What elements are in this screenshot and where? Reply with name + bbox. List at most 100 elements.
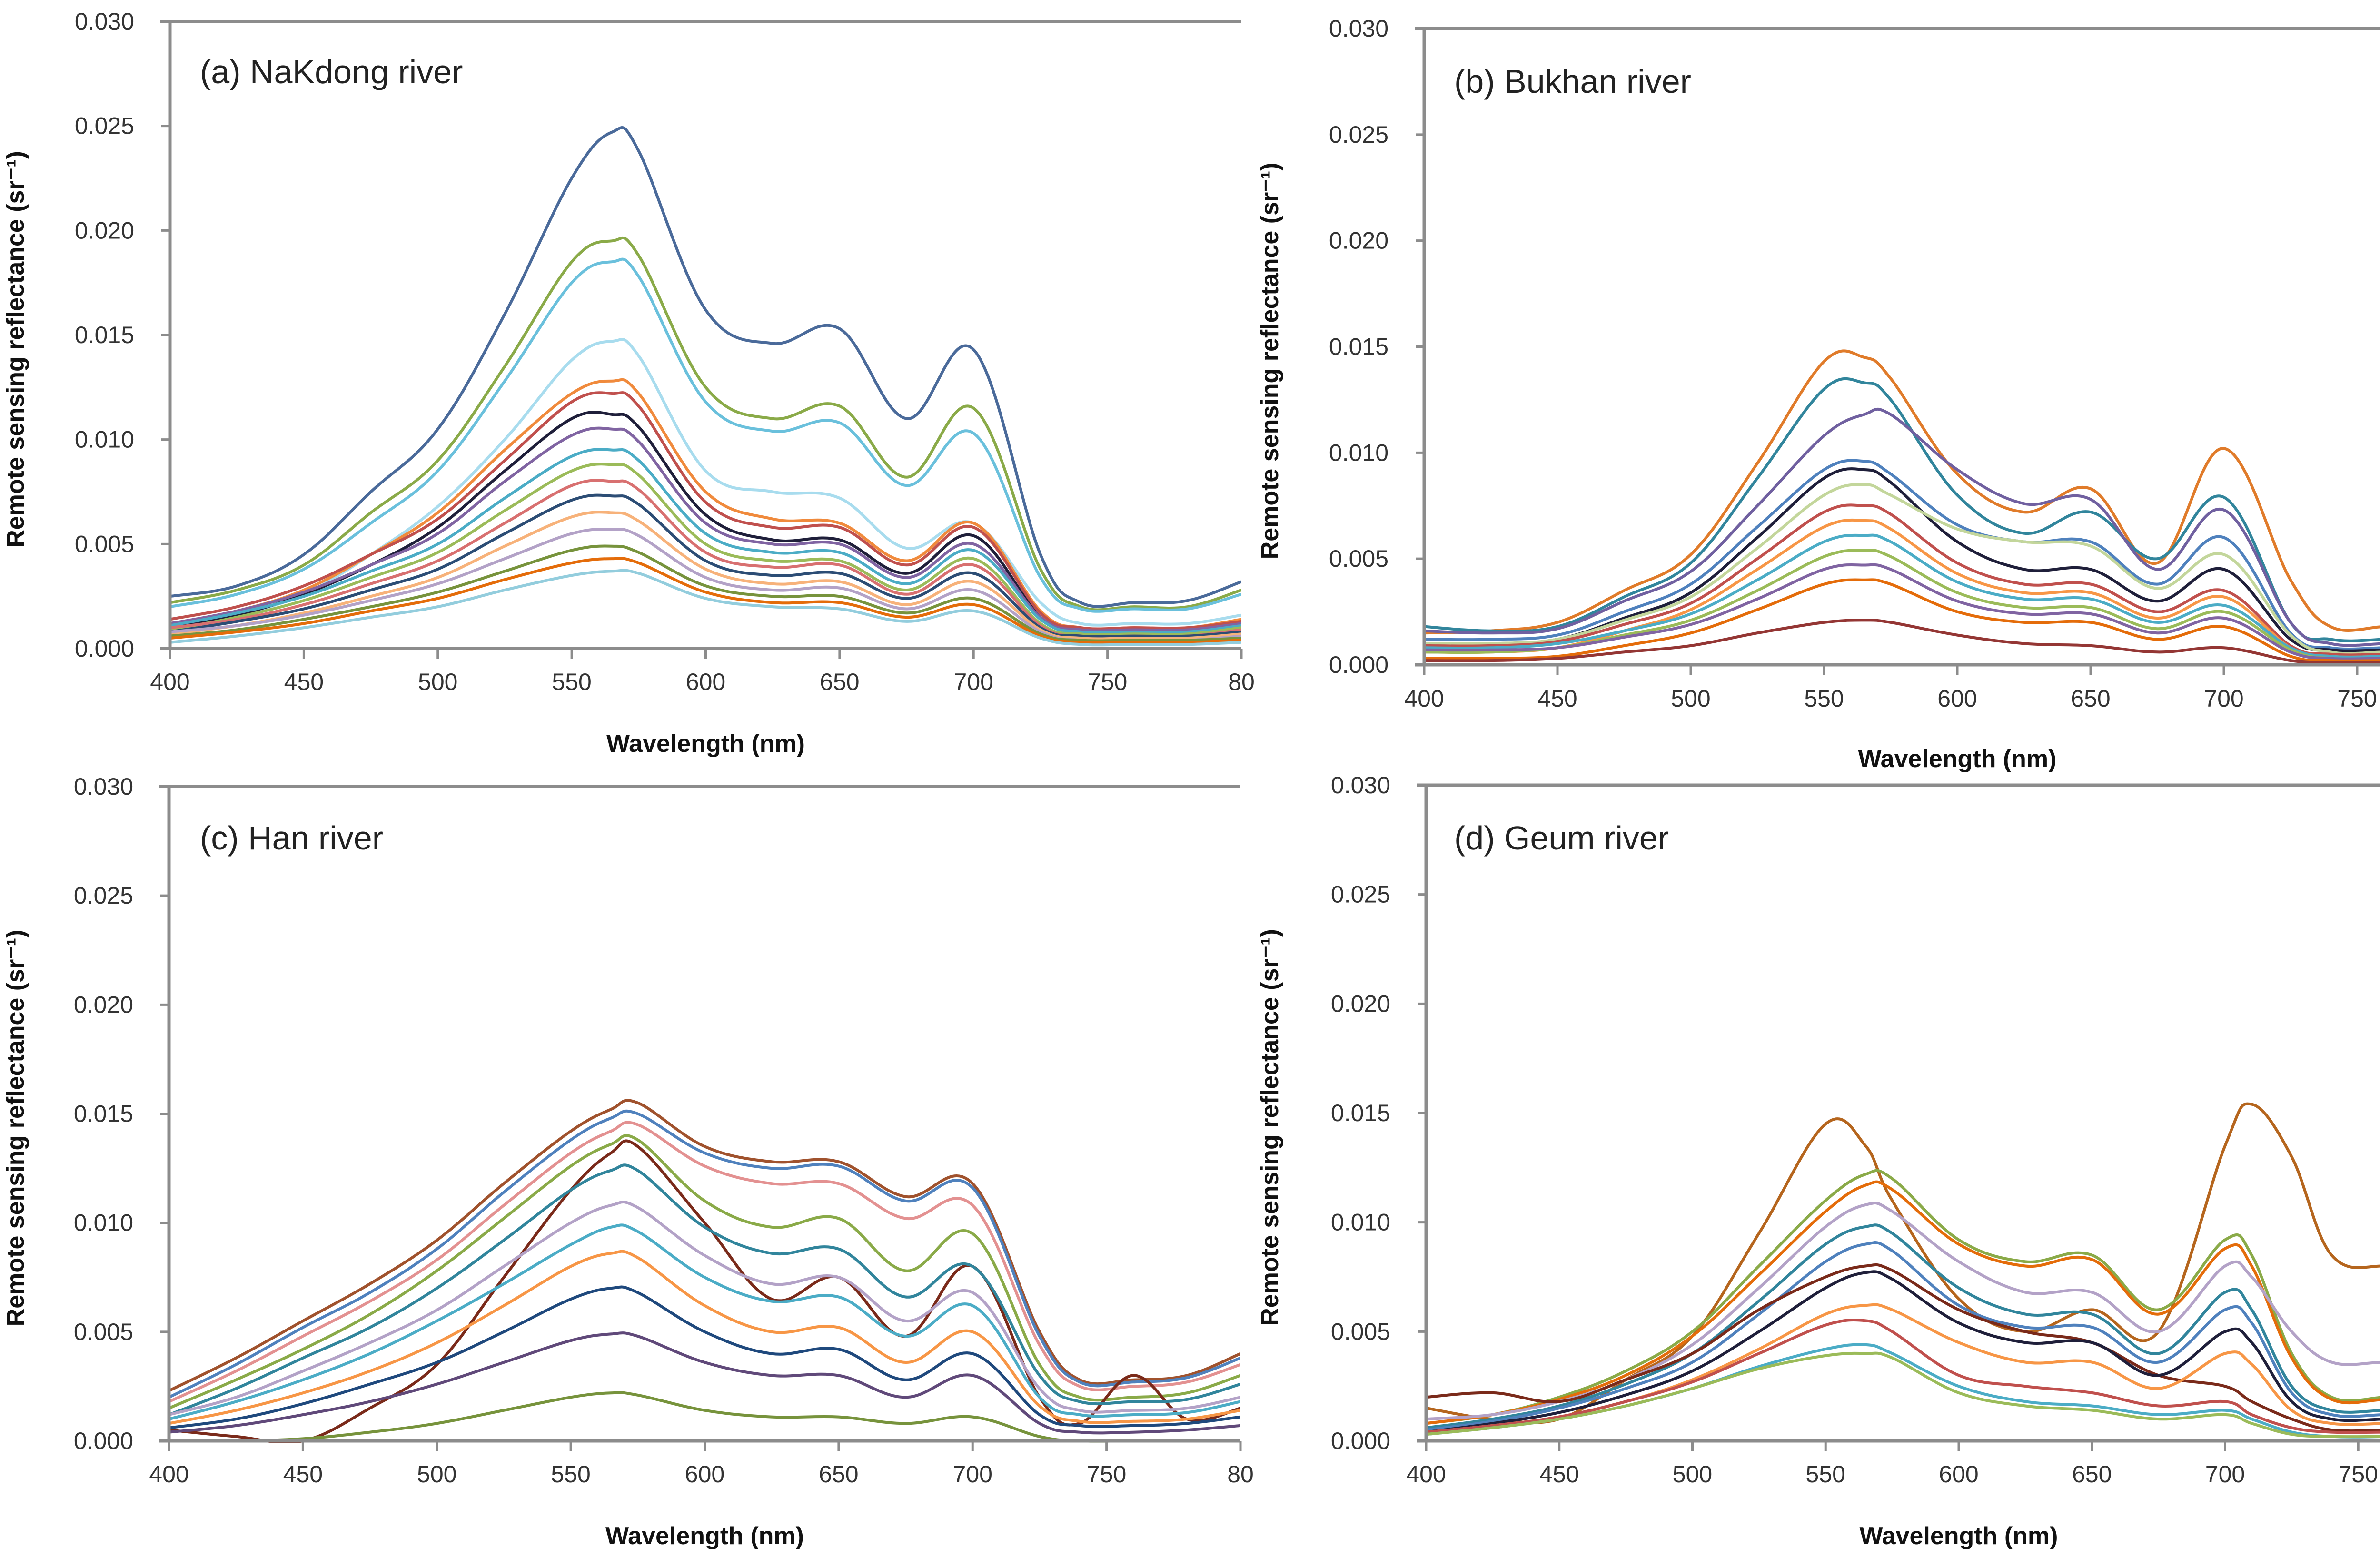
y-tick-label: 0.005 [1329, 545, 1388, 572]
x-tick-label: 450 [1539, 1461, 1579, 1488]
y-axis-title: Remote sensing reflectance (sr⁻¹) [1256, 163, 1284, 560]
y-tick-label: 0.005 [74, 1319, 133, 1345]
series-line [1424, 563, 2380, 660]
y-tick-label: 0.020 [74, 991, 133, 1018]
y-tick-label: 0.005 [1331, 1318, 1390, 1345]
y-tick-label: 0.015 [74, 1101, 133, 1127]
y-tick-label: 0.020 [1329, 227, 1388, 254]
series-line [169, 1121, 1240, 1403]
y-tick-label: 0.010 [75, 426, 134, 453]
y-tick-label: 0.005 [75, 531, 134, 557]
x-tick-label: 500 [418, 669, 457, 695]
y-tick-label: 0.030 [1331, 772, 1390, 798]
series-group [169, 1099, 1240, 1443]
series-line [170, 557, 1241, 644]
x-tick-label: 600 [686, 669, 725, 695]
series-line [169, 1109, 1240, 1399]
panel-d: 0.000 0.005 0.010 0.015 0.020 0.025 0.030 400 45… [1256, 772, 2380, 1550]
y-tick-label: 0.015 [75, 322, 134, 348]
series-line [1424, 483, 2380, 655]
y-tick-label: 0.000 [74, 1428, 133, 1454]
series-line [170, 569, 1241, 647]
series-line [170, 448, 1241, 634]
x-tick-label: 500 [1671, 685, 1710, 712]
series-line [1424, 578, 2380, 662]
series-line [169, 1250, 1240, 1425]
y-tick-label: 0.030 [1329, 15, 1388, 42]
x-tick-label: 750 [2337, 685, 2377, 712]
x-tick-label: 550 [551, 1461, 590, 1488]
series-line [169, 1200, 1240, 1416]
y-axis-title: Remote sensing reflectance (sr⁻¹) [2, 930, 30, 1327]
x-tick-label: 80 [1228, 669, 1255, 695]
y-tick-label: 0.025 [74, 882, 133, 909]
panel-title: (a) NaKdong river [200, 53, 463, 90]
x-axis-title: Wavelength (nm) [605, 1522, 804, 1550]
y-tick-label: 0.000 [75, 635, 134, 662]
series-group [1426, 1102, 2380, 1439]
panel-c: 0.000 0.005 0.010 0.015 0.020 0.025 0.030 400 45… [2, 773, 1254, 1550]
x-tick-label: 550 [552, 669, 591, 695]
x-axis-title: Wavelength (nm) [1858, 745, 2057, 773]
series-line [169, 1223, 1240, 1421]
series-line [1424, 349, 2380, 635]
y-tick-label: 0.025 [1329, 121, 1388, 148]
series-line [170, 257, 1241, 613]
x-tick-label: 400 [149, 1461, 188, 1488]
x-tick-label: 650 [820, 669, 859, 695]
x-tick-label: 550 [1806, 1461, 1845, 1488]
x-tick-label: 750 [1088, 669, 1127, 695]
y-tick-label: 0.020 [1331, 990, 1390, 1017]
y-axis-title: Remote sensing reflectance (sr⁻¹) [2, 151, 30, 548]
series-line [1426, 1223, 2380, 1429]
x-tick-label: 700 [953, 1461, 992, 1488]
x-tick-label: 450 [1537, 685, 1577, 712]
x-tick-label: 750 [1087, 1461, 1126, 1488]
panel-a: 0.000 0.005 0.010 0.015 0.020 0.025 0.030 400 45… [2, 8, 1255, 758]
y-tick-label: 0.015 [1329, 334, 1388, 360]
y-tick-label: 0.010 [1329, 439, 1388, 466]
panel-title: (c) Han river [200, 819, 383, 857]
series-line [1424, 503, 2380, 657]
series-line [170, 236, 1241, 611]
series-line [169, 1134, 1240, 1410]
y-axis-title: Remote sensing reflectance (sr⁻¹) [1256, 929, 1284, 1326]
x-tick-label: 700 [954, 669, 993, 695]
y-tick-label: 0.020 [75, 217, 134, 244]
series-line [169, 1163, 1240, 1416]
series-group [1424, 349, 2380, 664]
series-line [1424, 533, 2380, 659]
panel-title: (b) Bukhan river [1454, 63, 1691, 100]
series-line [170, 544, 1241, 642]
x-tick-label: 650 [2072, 1461, 2112, 1488]
x-tick-label: 650 [2071, 685, 2110, 712]
x-tick-label: 600 [1939, 1461, 1978, 1488]
series-line [169, 1285, 1240, 1429]
x-axis-title: Wavelength (nm) [606, 730, 805, 758]
x-tick-label: 600 [685, 1461, 724, 1488]
x-axis-title: Wavelength (nm) [1860, 1522, 2058, 1550]
series-line [1426, 1169, 2380, 1425]
series-line [170, 511, 1241, 641]
x-tick-label: 400 [1404, 685, 1444, 712]
series-line [170, 463, 1241, 636]
x-tick-label: 400 [1406, 1461, 1446, 1488]
series-line [170, 391, 1241, 631]
series-line [1426, 1270, 2380, 1434]
series-line [1426, 1180, 2380, 1425]
y-tick-label: 0.000 [1331, 1428, 1390, 1454]
x-tick-label: 400 [150, 669, 189, 695]
x-tick-label: 550 [1804, 685, 1844, 712]
series-line [1424, 619, 2380, 664]
y-tick-label: 0.030 [74, 773, 133, 800]
series-line [169, 1099, 1240, 1392]
x-tick-label: 750 [2339, 1461, 2378, 1488]
y-tick-label: 0.010 [74, 1210, 133, 1236]
series-line [1426, 1351, 2380, 1439]
series-line [169, 1331, 1240, 1435]
series-group [170, 126, 1241, 647]
x-tick-label: 700 [2204, 685, 2243, 712]
y-tick-label: 0.025 [75, 113, 134, 139]
x-tick-label: 500 [1673, 1461, 1712, 1488]
